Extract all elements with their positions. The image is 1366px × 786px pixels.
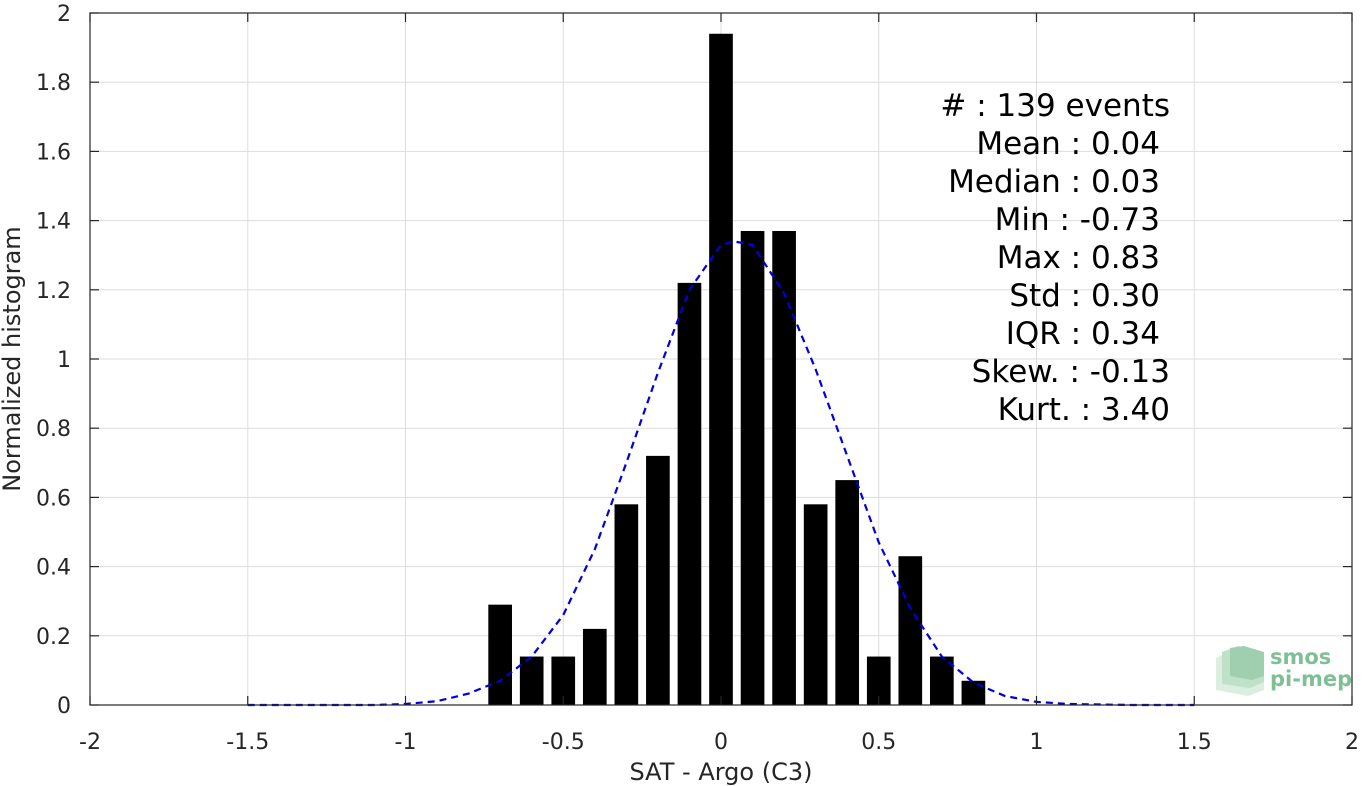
y-tick-label: 1.4 (36, 210, 71, 235)
x-tick-label: -1.5 (226, 730, 269, 755)
stat-line: Min : -0.73 (995, 202, 1160, 238)
x-tick-label: -1 (395, 730, 417, 755)
y-tick-label: 1 (57, 348, 71, 373)
axes (89, 12, 1353, 706)
stat-line: Max : 0.83 (997, 240, 1160, 276)
y-tick-label: 1.2 (36, 279, 71, 304)
y-tick-labels: 0 0.2 0.4 0.6 0.8 1 1.2 1.4 1.6 1.8 2 (36, 2, 71, 719)
stat-line: Std : 0.30 (1009, 278, 1160, 314)
histogram-bar (582, 628, 607, 705)
histogram-bar (898, 556, 923, 705)
stat-line: # : 139 events (940, 88, 1170, 124)
histogram-bar (551, 656, 576, 705)
stat-line: IQR : 0.34 (1006, 316, 1160, 352)
stat-line: Skew. : -0.13 (972, 354, 1170, 390)
y-axis-label: Normalized histogram (0, 226, 26, 491)
x-tick-label: 2 (1345, 730, 1359, 755)
y-tick-label: 1.8 (36, 71, 71, 96)
x-tick-label: 1.5 (1177, 730, 1212, 755)
x-axis-label: SAT - Argo (C3) (630, 758, 813, 786)
x-tick-labels: -2 -1.5 -1 -0.5 0 0.5 1 1.5 2 (79, 730, 1359, 755)
histogram-bar (803, 504, 828, 705)
x-tick-label: 0.5 (861, 730, 896, 755)
y-tick-label: 0 (57, 694, 71, 719)
x-tick-label: 1 (1030, 730, 1044, 755)
histogram-bar (740, 230, 765, 706)
stat-line: Median : 0.03 (948, 164, 1160, 200)
histogram-bar (835, 480, 860, 705)
y-tick-label: 1.6 (36, 140, 71, 165)
y-tick-label: 0.4 (36, 556, 71, 581)
histogram-bar (930, 656, 954, 705)
stat-line: Mean : 0.04 (976, 126, 1160, 162)
histogram-bars (488, 33, 986, 706)
histogram-bar (866, 656, 891, 705)
gaussian-fit (247, 240, 1195, 707)
x-tick-label: 0 (714, 730, 728, 755)
histogram-bar (646, 455, 670, 705)
histogram-bar (961, 680, 986, 705)
logo-mark-icon (1216, 646, 1264, 696)
x-tick-label: -2 (79, 730, 101, 755)
y-tick-label: 2 (57, 2, 71, 27)
logo-text-smos: smos (1270, 645, 1331, 669)
histogram-bar (772, 230, 796, 706)
y-tick-label: 0.8 (36, 417, 71, 442)
x-tick-label: -0.5 (542, 730, 585, 755)
histogram-bar (677, 282, 702, 705)
y-tick-label: 0.2 (36, 625, 71, 650)
stat-line: Kurt. : 3.40 (998, 392, 1170, 428)
histogram-bar (614, 504, 639, 705)
histogram-bar (488, 604, 512, 705)
histogram-bar (709, 33, 733, 705)
histogram-bar (519, 656, 544, 705)
logo-text-pi-mep: pi-mep (1270, 667, 1352, 691)
y-tick-label: 0.6 (36, 486, 71, 511)
smos-pi-mep-logo: smos pi-mep (1216, 645, 1352, 696)
fit-curve-line (247, 240, 1195, 707)
